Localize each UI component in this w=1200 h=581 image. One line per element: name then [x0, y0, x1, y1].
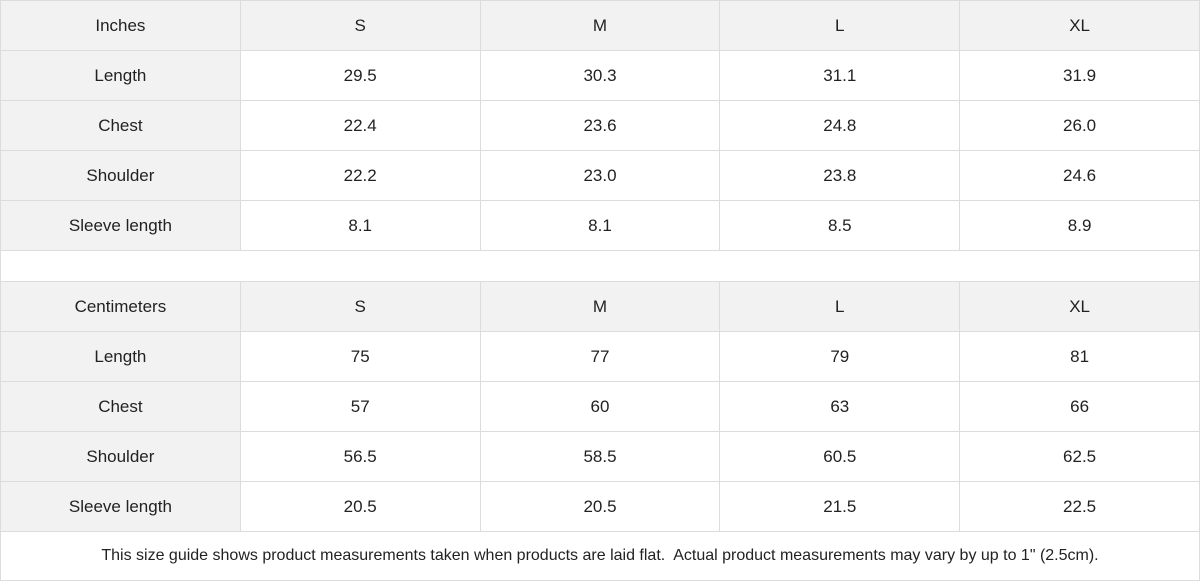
- size-header-l: L: [719, 0, 961, 51]
- header-row: Centimeters S M L XL: [0, 281, 1200, 332]
- row-label: Length: [0, 331, 241, 382]
- measurement-cell: 20.5: [479, 481, 721, 532]
- row-label: Chest: [0, 100, 241, 151]
- measurement-cell: 58.5: [479, 431, 721, 482]
- header-row: Inches S M L XL: [0, 0, 1200, 51]
- measurement-cell: 23.8: [719, 150, 961, 201]
- measurement-cell: 56.5: [239, 431, 481, 482]
- measurement-cell: 31.1: [719, 50, 961, 101]
- measurement-cell: 24.6: [959, 150, 1200, 201]
- measurement-cell: 8.9: [959, 200, 1200, 251]
- measurement-cell: 22.2: [239, 150, 481, 201]
- row-label: Shoulder: [0, 150, 241, 201]
- measurement-cell: 20.5: [239, 481, 481, 532]
- table-row: Chest 22.4 23.6 24.8 26.0: [0, 100, 1200, 151]
- measurement-cell: 23.0: [479, 150, 721, 201]
- table-row: Shoulder 22.2 23.0 23.8 24.6: [0, 150, 1200, 201]
- inches-table: Inches S M L XL Length 29.5 30.3 31.1 31.9 Chest 22…: [0, 0, 1200, 251]
- row-label: Sleeve length: [0, 481, 241, 532]
- measurement-cell: 31.9: [959, 50, 1200, 101]
- measurement-cell: 8.5: [719, 200, 961, 251]
- unit-header: Centimeters: [0, 281, 241, 332]
- measurement-cell: 22.5: [959, 481, 1200, 532]
- measurement-cell: 26.0: [959, 100, 1200, 151]
- table-row: Sleeve length 20.5 20.5 21.5 22.5: [0, 481, 1200, 532]
- measurement-cell: 57: [239, 381, 481, 432]
- measurement-cell: 60.5: [719, 431, 961, 482]
- table-row: Shoulder 56.5 58.5 60.5 62.5: [0, 431, 1200, 482]
- size-header-l: L: [719, 281, 961, 332]
- size-header-xl: XL: [959, 0, 1200, 51]
- table-row: Sleeve length 8.1 8.1 8.5 8.9: [0, 200, 1200, 251]
- table-row: Chest 57 60 63 66: [0, 381, 1200, 432]
- unit-header: Inches: [0, 0, 241, 51]
- measurement-cell: 79: [719, 331, 961, 382]
- table-spacer: [0, 251, 1200, 281]
- size-header-m: M: [479, 0, 721, 51]
- measurement-cell: 66: [959, 381, 1200, 432]
- measurement-cell: 75: [239, 331, 481, 382]
- row-label: Length: [0, 50, 241, 101]
- row-label: Shoulder: [0, 431, 241, 482]
- measurement-cell: 77: [479, 331, 721, 382]
- measurement-cell: 24.8: [719, 100, 961, 151]
- size-header-xl: XL: [959, 281, 1200, 332]
- row-label: Chest: [0, 381, 241, 432]
- measurement-cell: 8.1: [239, 200, 481, 251]
- table-row: Length 29.5 30.3 31.1 31.9: [0, 50, 1200, 101]
- size-header-s: S: [239, 0, 481, 51]
- table-row: Length 75 77 79 81: [0, 331, 1200, 382]
- size-header-s: S: [239, 281, 481, 332]
- measurement-cell: 81: [959, 331, 1200, 382]
- measurement-cell: 22.4: [239, 100, 481, 151]
- row-label: Sleeve length: [0, 200, 241, 251]
- measurement-cell: 21.5: [719, 481, 961, 532]
- measurement-cell: 63: [719, 381, 961, 432]
- measurement-cell: 60: [479, 381, 721, 432]
- measurement-cell: 23.6: [479, 100, 721, 151]
- size-header-m: M: [479, 281, 721, 332]
- centimeters-table: Centimeters S M L XL Length 75 77 79 81 Chest 57 60 6…: [0, 281, 1200, 532]
- size-guide-note: This size guide shows product measuremen…: [0, 532, 1200, 581]
- measurement-cell: 30.3: [479, 50, 721, 101]
- measurement-cell: 8.1: [479, 200, 721, 251]
- measurement-cell: 62.5: [959, 431, 1200, 482]
- measurement-cell: 29.5: [239, 50, 481, 101]
